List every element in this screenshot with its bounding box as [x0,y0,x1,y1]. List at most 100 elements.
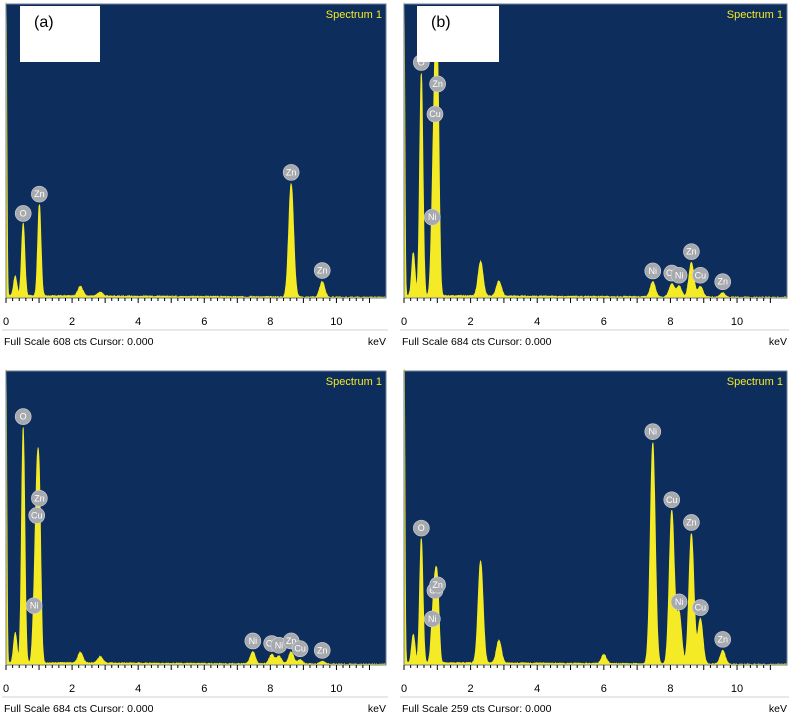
x-tick-label: 10 [330,683,342,695]
spectrum-title: Spectrum 1 [727,376,783,388]
svg-text:Ni: Ni [675,270,684,280]
svg-text:O: O [20,412,27,422]
spectrum-title: Spectrum 1 [326,9,382,21]
svg-text:Ni: Ni [649,427,658,437]
svg-text:Ni: Ni [428,614,437,624]
x-tick-label: 10 [330,316,342,328]
svg-text:Ni: Ni [428,212,437,222]
x-tick-label: 8 [267,316,273,328]
peak-label-zn: Zn [714,273,732,291]
peak-label-ni: Ni [244,632,262,650]
spectrum-title: Spectrum 1 [727,9,783,21]
svg-text:Zn: Zn [317,645,328,655]
peak-label-o: O [14,408,32,425]
peak-label-zn: Zn [282,164,300,181]
peak-label-ni: Ni [670,266,688,284]
eds-panel-d: OCuZnNiNiCuNiZnCuZnSpectrum 10246810Full… [400,369,789,722]
eds-spectrum-chart-d: OCuZnNiNiCuNiZnCuZnSpectrum 10246810Full… [400,369,789,715]
peak-label-ni: Ni [424,610,441,628]
plot-frame [403,370,788,666]
x-tick-label: 10 [731,316,743,328]
peak-label-cu: Cu [692,599,709,616]
peak-label-zn: Zn [429,75,446,93]
x-tick-label: 6 [601,316,607,328]
peak-label-cu: Cu [692,266,709,284]
svg-text:Zn: Zn [432,580,443,590]
panel-label-b: (b) [417,6,499,62]
peak-label-cu: Cu [663,491,681,509]
svg-text:Zn: Zn [317,266,328,276]
eds-panel-c: OZnCuNiNiCuNiZnCuZnSpectrum 10246810Full… [2,369,388,722]
svg-text:Ni: Ni [30,601,39,611]
svg-text:Ni: Ni [249,636,258,646]
x-tick-label: 4 [135,316,141,328]
x-tick-label: 8 [267,683,273,695]
spectrum-title: Spectrum 1 [326,376,382,388]
plot-area [404,371,787,665]
plot-frame [5,3,387,299]
x-tick-label: 0 [401,683,407,695]
x-tick-label: 4 [135,683,141,695]
svg-text:Ni: Ni [649,266,658,276]
x-tick-label: 6 [601,683,607,695]
svg-text:Zn: Zn [717,634,728,644]
peak-label-ni: Ni [25,597,43,615]
svg-text:Cu: Cu [429,109,441,119]
svg-text:Zn: Zn [432,79,443,89]
peak-label-zn: Zn [683,514,700,531]
panel-label-a: (a) [20,6,100,62]
svg-text:Ni: Ni [275,640,284,650]
peak-label-cu: Cu [291,640,309,658]
svg-text:Ni: Ni [675,597,684,607]
plot-frame [5,370,387,666]
peak-label-ni: Ni [670,593,688,611]
peak-label-zn: Zn [714,631,732,648]
peak-label-zn: Zn [31,185,48,203]
peak-label-o: O [14,205,32,222]
x-tick-label: 10 [731,683,743,695]
peak-label-cu: Cu [28,507,46,524]
x-tick-label: 4 [534,316,540,328]
x-tick-label: 2 [468,683,474,695]
svg-text:Cu: Cu [294,644,306,654]
x-tick-label: 4 [534,683,540,695]
svg-text:O: O [418,523,425,533]
spectrum-series [403,2,788,299]
peak-label-ni: Ni [644,262,662,280]
svg-text:O: O [20,208,27,218]
x-tick-label: 0 [3,683,9,695]
peak-label-zn: Zn [683,243,700,260]
svg-text:Zn: Zn [717,277,728,287]
spectrum-series [5,2,387,299]
peak-label-cu: Cu [426,105,444,123]
spectrum-series [5,369,387,666]
peak-label-zn: Zn [313,642,331,659]
svg-text:Zn: Zn [686,247,697,257]
x-axis-unit-label: keV [368,336,386,348]
full-scale-readout: Full Scale 259 cts Cursor: 0.000 [402,703,552,715]
x-axis-unit-label: keV [769,336,787,348]
peak-label-o: O [413,519,430,537]
svg-text:O: O [418,57,425,67]
full-scale-readout: Full Scale 684 cts Cursor: 0.000 [402,336,552,348]
svg-text:Zn: Zn [286,636,297,646]
svg-text:Zn: Zn [286,167,297,177]
full-scale-readout: Full Scale 684 cts Cursor: 0.000 [4,703,154,715]
svg-text:Zn: Zn [686,517,697,527]
x-tick-label: 8 [667,316,673,328]
x-axis-unit-label: keV [368,703,386,715]
x-tick-label: 2 [69,316,75,328]
eds-panel-a: O Zn Zn Zn Spectrum 1 0 2 4 6 8 10 Full Scale 608 c… [2,2,388,355]
peak-label-ni: Ni [644,423,662,440]
peak-label-zn: Zn [429,576,446,594]
x-tick-label: 6 [201,683,207,695]
x-tick-label: 2 [69,683,75,695]
svg-text:Cu: Cu [31,510,43,520]
peak-label-zn: Zn [313,262,331,279]
plot-area [6,371,386,665]
plot-frame [403,3,788,299]
x-tick-label: 6 [201,316,207,328]
peak-label-zn: Zn [31,489,48,507]
eds-panel-b: OZnCuNiNiCuNiZnCuZnSpectrum 10246810Full… [400,2,789,355]
x-tick-label: 0 [401,316,407,328]
